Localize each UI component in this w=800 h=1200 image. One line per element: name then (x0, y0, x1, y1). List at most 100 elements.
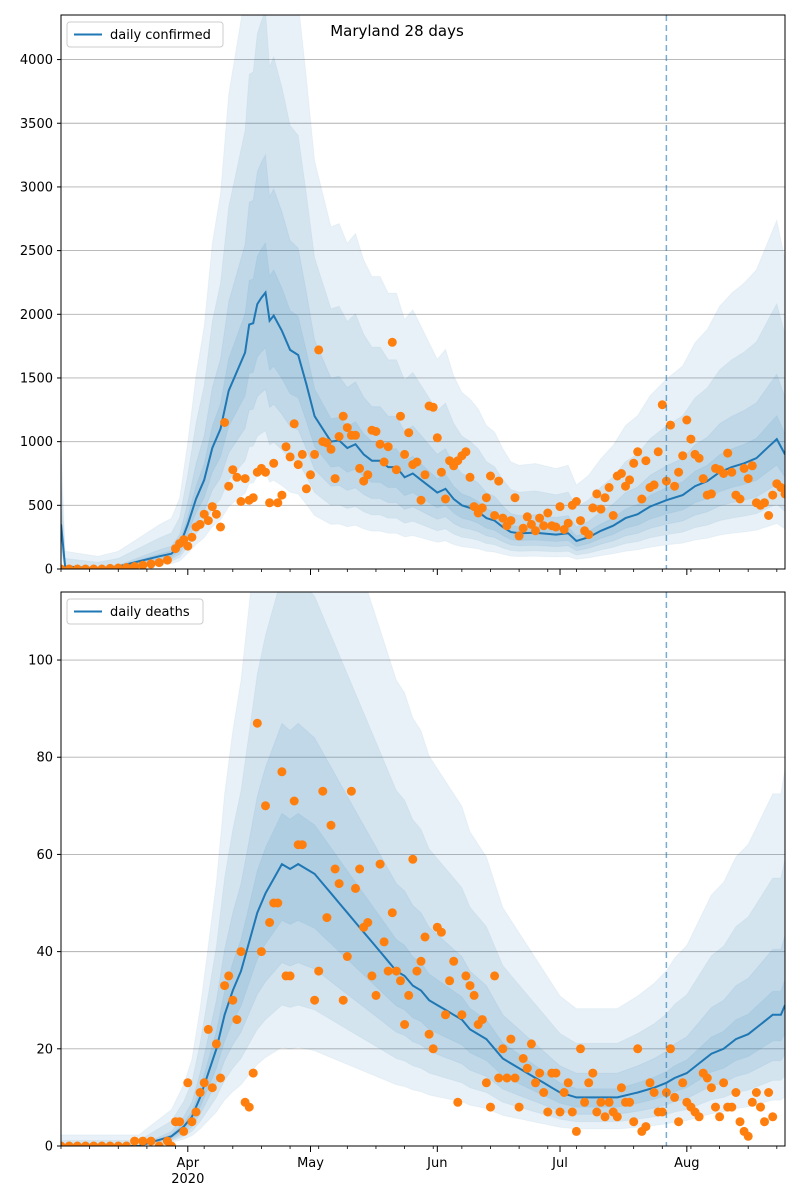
data-point (375, 439, 385, 449)
data-point (498, 513, 508, 523)
x-tick-label: Aug (674, 1156, 699, 1171)
data-point (432, 433, 442, 443)
legend-box (66, 598, 204, 625)
axes-frame (60, 591, 786, 1147)
data-point (486, 471, 495, 481)
data-point (391, 465, 401, 475)
data-point (64, 1141, 74, 1146)
data-point (760, 1117, 769, 1127)
series-line (61, 862, 785, 1146)
data-point (301, 484, 311, 494)
data-point (269, 458, 279, 468)
data-point (314, 966, 324, 976)
data-point (216, 1073, 225, 1083)
data-point (289, 796, 299, 806)
data-point (232, 1015, 242, 1025)
data-point (539, 1088, 549, 1097)
x-tick-year-label: 2020 (171, 1172, 204, 1187)
data-point (138, 560, 148, 569)
data-point (563, 1078, 573, 1088)
data-point (494, 1073, 504, 1083)
data-point (584, 1078, 594, 1088)
data-point (682, 415, 692, 425)
uncertainty-band-1 (61, 15, 785, 569)
data-point (506, 516, 516, 526)
data-point (322, 913, 332, 923)
y-tick-label: 40 (36, 945, 53, 960)
data-point (363, 918, 373, 927)
data-point (318, 786, 328, 796)
data-point (531, 1078, 540, 1088)
data-point (261, 467, 270, 477)
data-point (706, 1083, 716, 1093)
data-point (649, 1088, 659, 1097)
data-point (735, 1117, 745, 1127)
data-point (747, 461, 757, 471)
data-point (199, 1078, 209, 1088)
data-point (400, 1020, 410, 1029)
uncertainty-band-4 (61, 812, 785, 1146)
data-point (81, 564, 90, 569)
data-point (678, 1078, 688, 1088)
data-point (277, 490, 287, 500)
data-point (743, 1131, 753, 1141)
data-point (175, 1117, 185, 1127)
data-point (314, 345, 324, 355)
data-point (698, 474, 708, 484)
data-point (506, 1034, 516, 1044)
data-point (97, 1141, 107, 1146)
data-point (379, 457, 389, 467)
data-point (494, 476, 504, 486)
data-point (522, 512, 532, 522)
data-point (588, 503, 598, 513)
data-point (256, 947, 266, 957)
data-point (756, 1102, 765, 1112)
data-point (498, 1044, 508, 1054)
data-point (416, 956, 426, 966)
data-point (179, 1126, 189, 1136)
data-point (416, 495, 426, 505)
data-point (346, 786, 356, 796)
data-point (616, 469, 626, 478)
data-point (375, 859, 385, 869)
data-point (706, 489, 716, 499)
data-point (616, 1083, 626, 1093)
data-point (592, 1107, 602, 1117)
data-point (326, 444, 336, 454)
data-point (105, 563, 115, 569)
data-point (371, 990, 381, 1000)
data-point (387, 337, 397, 347)
data-point (441, 494, 450, 504)
y-tick-label: 1000 (20, 435, 53, 450)
data-point (330, 474, 340, 484)
data-point (588, 1068, 598, 1078)
data-point (428, 1044, 438, 1054)
data-point (486, 1102, 495, 1112)
data-point (678, 451, 688, 461)
data-point (228, 465, 238, 475)
data-point (739, 463, 749, 473)
data-point (686, 434, 696, 444)
data-point (195, 1088, 205, 1097)
data-point (371, 427, 381, 436)
data-point (604, 483, 614, 492)
data-point (322, 438, 332, 448)
data-point (236, 497, 246, 506)
data-point (776, 483, 785, 492)
y-tick-label: 3500 (20, 117, 53, 132)
data-point (72, 564, 82, 569)
data-point (391, 966, 401, 976)
data-point (396, 411, 405, 421)
data-point (723, 448, 733, 458)
data-point (351, 430, 360, 440)
data-point (551, 522, 561, 532)
y-tick-label: 2500 (20, 244, 53, 259)
data-point (363, 470, 373, 480)
data-point (694, 1112, 704, 1122)
data-point (310, 449, 320, 459)
data-point (490, 511, 500, 520)
data-point (326, 820, 336, 830)
data-point (89, 1141, 99, 1146)
data-point (735, 494, 745, 504)
data-point (146, 1136, 156, 1146)
